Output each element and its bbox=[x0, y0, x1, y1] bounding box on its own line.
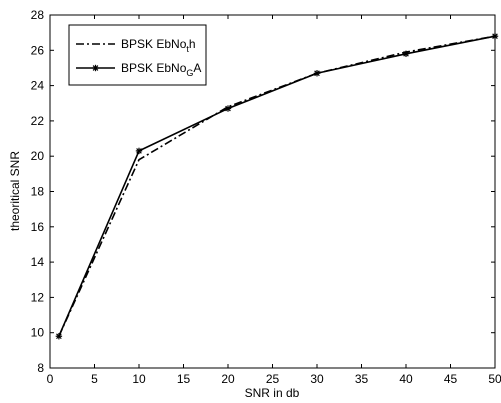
x-tick-label: 25 bbox=[266, 372, 280, 386]
legend-label-series-1: BPSK EbNoth bbox=[121, 37, 196, 54]
x-tick-label: 5 bbox=[91, 372, 98, 386]
x-tick-label: 10 bbox=[132, 372, 146, 386]
y-tick-label: 12 bbox=[31, 290, 45, 304]
series-line-2 bbox=[58, 35, 496, 337]
x-tick-label: 20 bbox=[221, 372, 235, 386]
y-tick-label: 26 bbox=[31, 43, 45, 57]
y-tick-label: 16 bbox=[31, 220, 45, 234]
legend: BPSK EbNoth BPSK EbNoGA bbox=[68, 24, 207, 86]
y-tick-label: 8 bbox=[37, 361, 44, 375]
x-tick-label: 30 bbox=[310, 372, 324, 386]
legend-label-series-2: BPSK EbNoGA bbox=[121, 61, 201, 78]
series-layer bbox=[55, 32, 499, 340]
legend-label-series-2-base: BPSK EbNo bbox=[121, 61, 187, 75]
legend-label-series-2-tail: A bbox=[193, 61, 201, 75]
series-2-point bbox=[402, 50, 410, 58]
series-2-point bbox=[313, 70, 321, 77]
x-tick-label: 45 bbox=[444, 372, 458, 386]
x-tick-label: 40 bbox=[399, 372, 413, 386]
legend-label-series-1-sub: t bbox=[186, 44, 189, 54]
y-tick-label: 14 bbox=[31, 255, 45, 269]
legend-label-series-2-sub: G bbox=[186, 68, 193, 78]
legend-marker-series-2 bbox=[92, 64, 99, 72]
series-2-point bbox=[55, 333, 63, 340]
y-tick-label: 24 bbox=[31, 79, 45, 93]
y-axis-ticks: 8 10 12 14 16 18 20 22 24 26 28 bbox=[31, 8, 495, 375]
legend-label-series-1-base: BPSK EbNo bbox=[121, 37, 187, 51]
y-tick-label: 10 bbox=[31, 326, 45, 340]
x-tick-label: 50 bbox=[488, 372, 501, 386]
x-tick-label: 35 bbox=[355, 372, 369, 386]
series-2-point bbox=[224, 105, 232, 112]
x-axis-label: SNR in db bbox=[245, 386, 300, 400]
y-axis-label: theoritical SNR bbox=[8, 151, 22, 231]
series-line-1 bbox=[58, 35, 496, 337]
x-tick-label: 0 bbox=[47, 372, 54, 386]
x-axis-ticks: 0 5 10 15 20 25 30 35 40 45 50 bbox=[47, 15, 501, 386]
y-tick-label: 28 bbox=[31, 8, 45, 22]
series-2-point bbox=[135, 147, 143, 155]
y-tick-label: 18 bbox=[31, 185, 45, 199]
legend-star-marker bbox=[92, 64, 99, 72]
y-tick-label: 22 bbox=[31, 114, 45, 128]
x-tick-label: 15 bbox=[177, 372, 191, 386]
y-tick-label: 20 bbox=[31, 149, 45, 163]
legend-label-series-1-tail: h bbox=[189, 37, 196, 51]
legend-box bbox=[68, 24, 207, 86]
